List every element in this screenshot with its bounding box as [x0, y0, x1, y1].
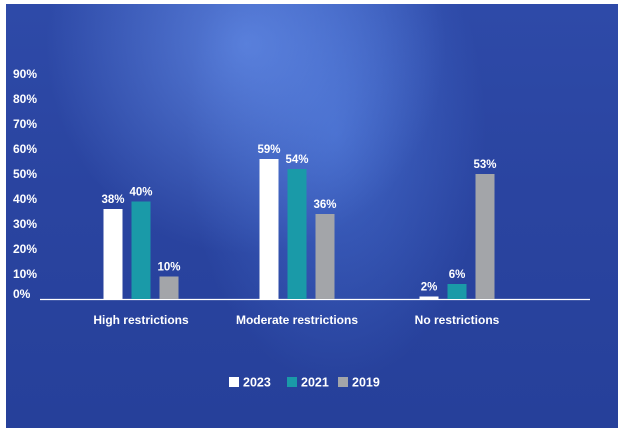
chart-panel: 0% 10% 20% 30% 40% 50% 60% 70% 80% 90% 38% 59% 2% 40%…	[6, 4, 618, 428]
y-tick-label: 40%	[13, 192, 37, 206]
y-tick-label: 90%	[13, 67, 37, 81]
y-tick-label: 30%	[13, 217, 37, 231]
data-label: 6%	[449, 269, 466, 281]
legend-swatch-2021	[287, 377, 297, 387]
x-tick-label: High restrictions	[93, 313, 189, 327]
bar-2023	[259, 159, 279, 299]
legend-swatch-2019	[338, 377, 348, 387]
legend-label: 2019	[352, 376, 380, 390]
y-tick-label: 70%	[13, 117, 37, 131]
legend-swatch-2023	[229, 377, 239, 387]
y-tick-label: 0%	[13, 287, 31, 301]
legend-label: 2021	[301, 376, 329, 390]
bar-2021	[131, 201, 151, 299]
bar-2019	[159, 276, 179, 299]
data-label: 2%	[421, 282, 438, 294]
bar-chart: 0% 10% 20% 30% 40% 50% 60% 70% 80% 90% 38% 59% 2% 40%…	[13, 67, 590, 390]
data-label: 53%	[473, 159, 496, 171]
data-label: 10%	[157, 262, 180, 274]
bar-2019	[315, 214, 335, 299]
y-tick-label: 60%	[13, 142, 37, 156]
y-tick-label: 80%	[13, 92, 37, 106]
y-tick-label: 50%	[13, 167, 37, 181]
data-label: 38%	[101, 194, 124, 206]
data-label: 40%	[129, 187, 152, 199]
data-label: 59%	[257, 144, 280, 156]
y-tick-label: 20%	[13, 242, 37, 256]
bar-2021	[287, 169, 307, 299]
data-label: 36%	[313, 199, 336, 211]
y-tick-label: 10%	[13, 267, 37, 281]
bar-2023	[103, 209, 123, 299]
x-tick-label: Moderate restrictions	[236, 313, 358, 327]
bar-2023	[419, 296, 439, 299]
bar-2021	[447, 284, 467, 299]
data-label: 54%	[285, 154, 308, 166]
bar-2019	[475, 174, 495, 299]
legend-label: 2023	[243, 376, 271, 390]
x-tick-label: No restrictions	[415, 313, 500, 327]
